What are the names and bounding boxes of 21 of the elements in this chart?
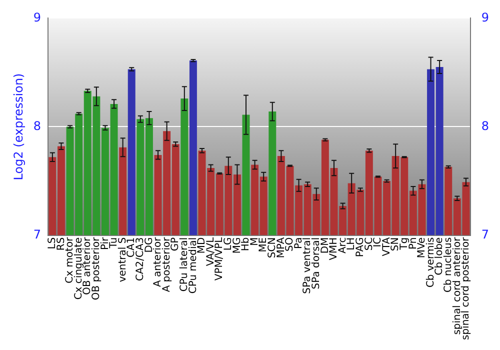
x-tick-label: Pa xyxy=(293,237,304,250)
x-tick-label: PAG xyxy=(354,237,366,258)
x-tick-label: MVe xyxy=(416,237,428,258)
x-tick-label: SCN xyxy=(266,237,278,258)
x-tick-label: RS xyxy=(56,237,67,251)
y-axis-title: Log2 (expression) xyxy=(11,73,26,180)
y-tick-label: 9 xyxy=(33,10,42,24)
y2-tick-label: 8 xyxy=(481,118,490,133)
x-tick-label: GP xyxy=(170,237,182,252)
x-tick-label: DG xyxy=(144,237,155,253)
y2-tick-label: 7 xyxy=(481,227,490,242)
x-tick-label: Cb lobe xyxy=(434,237,446,276)
x-tick-label: OB posterior xyxy=(91,236,102,300)
x-tick-label: SPa dorsal xyxy=(310,237,322,290)
x-tick-label: A posterior xyxy=(161,236,172,292)
y-tick-label: 8 xyxy=(33,118,42,133)
y-tick-label: 7 xyxy=(33,227,42,242)
x-tick-label: Tg xyxy=(398,237,410,251)
x-tick-label: LG xyxy=(223,237,234,251)
y2-tick-label: 9 xyxy=(481,10,490,24)
x-tick-label: spinal cord posterior xyxy=(460,236,472,340)
